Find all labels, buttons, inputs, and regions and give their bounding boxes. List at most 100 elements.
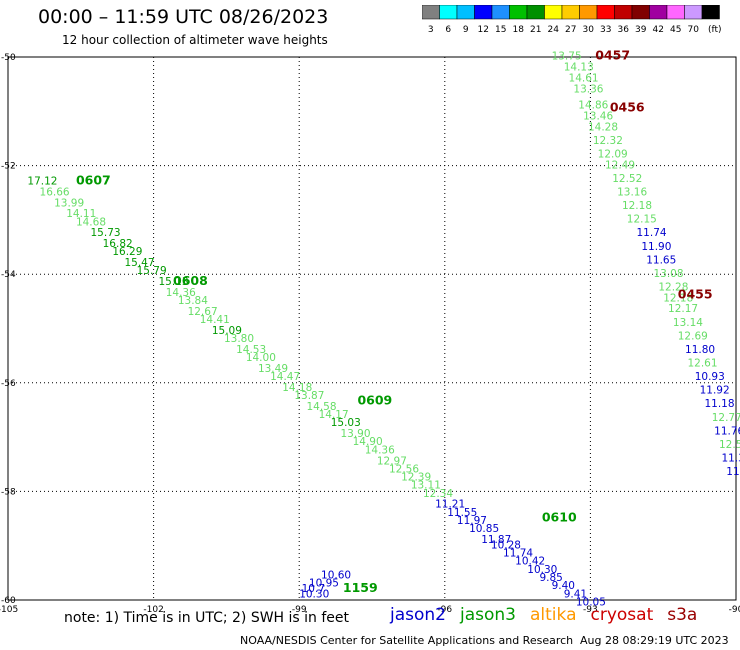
- wave-height-value: 10.30: [299, 588, 329, 600]
- wave-height-value: 12.49: [605, 159, 635, 171]
- wave-height-value: 13.46: [583, 110, 613, 122]
- color-scale-label: 3: [428, 25, 434, 35]
- pass-time-label: 0456: [610, 99, 645, 114]
- generation-timestamp: Aug 28 08:29:19 UTC 2023: [580, 634, 729, 647]
- wave-height-value: 16.29: [112, 246, 142, 258]
- wave-height-value: 10.30: [527, 564, 557, 576]
- wave-height-value: 13.80: [224, 333, 254, 345]
- wave-height-value: 17.12: [27, 176, 57, 188]
- wave-height-value: 12.28: [658, 281, 688, 293]
- wave-height-value: 11.74: [503, 548, 533, 560]
- pass-time-label: 0608: [173, 273, 208, 288]
- color-scale-label: 70: [688, 25, 700, 35]
- wave-height-value: 14.28: [588, 121, 618, 133]
- latitude-label: -54: [1, 270, 16, 280]
- color-scale-label: 18: [513, 25, 525, 35]
- footnote: note: 1) Time is in UTC; 2) SWH is in fe…: [64, 610, 350, 626]
- satellite-legend: jason2 jason3 altika cryosat s3a: [390, 605, 711, 625]
- pass-time-label: 0609: [357, 393, 392, 408]
- wave-height-value: 14.36: [166, 287, 196, 299]
- wave-height-value: 10.95: [309, 577, 339, 589]
- wave-height-value: 14.00: [246, 352, 276, 364]
- page-subtitle: 12 hour collection of altimeter wave hei…: [62, 33, 328, 47]
- wave-height-value: 11.87: [481, 534, 511, 546]
- wave-height-value: 11.76: [714, 425, 740, 437]
- wave-height-value: 11.18: [704, 398, 734, 410]
- wave-height-value: 10.42: [515, 556, 545, 568]
- longitude-label: -93: [583, 605, 598, 615]
- wave-height-value: 9.41: [564, 588, 587, 600]
- wave-height-value: 13.90: [340, 428, 370, 440]
- wave-height-value: 14.13: [564, 62, 594, 74]
- wave-height-value: 13.11: [411, 480, 441, 492]
- wave-height-value: 12.56: [389, 463, 419, 475]
- wave-height-value: 14.11: [66, 208, 96, 220]
- wave-height-value: 13.08: [653, 268, 683, 280]
- wave-height-value: 14.61: [569, 72, 599, 84]
- wave-height-value: 12.61: [687, 358, 717, 370]
- wave-height-value: 13.99: [54, 197, 84, 209]
- wave-height-value: 12.97: [377, 455, 407, 467]
- color-scale-label: 9: [463, 25, 469, 35]
- color-scale-label: 6: [445, 25, 451, 35]
- wave-height-value: 15.13: [158, 276, 188, 288]
- wave-height-value: 9.85: [539, 572, 562, 584]
- wave-height-value: 11.74: [637, 227, 667, 239]
- wave-height-value: 11.3: [721, 453, 740, 465]
- wave-height-value: 12.15: [627, 214, 657, 226]
- wave-height-value: 14.18: [282, 382, 312, 394]
- wave-height-value: 14.17: [319, 409, 349, 421]
- wave-height-value: 12.18: [663, 292, 693, 304]
- pass-time-label: 0457: [595, 48, 630, 63]
- wave-height-value: 9.40: [552, 580, 575, 592]
- longitude-label: -99: [292, 605, 307, 615]
- wave-height-value: 13.75: [552, 51, 582, 63]
- wave-height-value: 14.53: [236, 344, 266, 356]
- wave-height-value: 15.09: [212, 325, 242, 337]
- color-scale-label: 12: [478, 25, 489, 35]
- color-scale-label: 36: [618, 25, 630, 35]
- latitude-label: -50: [1, 53, 16, 63]
- wave-height-value: 10.85: [469, 523, 499, 535]
- wave-height-value: 15.47: [124, 257, 154, 269]
- wave-height-value: 16.66: [40, 186, 70, 198]
- wave-height-value: 10.60: [321, 569, 351, 581]
- wave-height-value: 12.17: [668, 303, 698, 315]
- wave-height-value: 13.36: [573, 83, 603, 95]
- wave-height-value: 15.79: [137, 265, 167, 277]
- pass-time-label: 0607: [76, 173, 111, 188]
- wave-height-value: 14.90: [353, 436, 383, 448]
- wave-height-value: 12.32: [593, 135, 623, 147]
- satellite-legend-item: s3a: [667, 605, 698, 625]
- wave-height-value: 14.68: [76, 216, 106, 228]
- longitude-label: -90: [729, 605, 740, 615]
- wave-height-value: 13.16: [617, 186, 647, 198]
- wave-height-value: 14.41: [200, 314, 230, 326]
- longitude-label: -105: [0, 605, 18, 615]
- wave-height-value: 12.67: [188, 306, 218, 318]
- wave-height-value: 11.21: [435, 499, 465, 511]
- pass-time-label: 0455: [678, 287, 713, 302]
- pass-time-label: 0610: [542, 509, 577, 524]
- color-scale-label: 45: [670, 25, 681, 35]
- color-swatch: [701, 5, 720, 20]
- page-title: 00:00 – 11:59 UTC 08/26/2023: [38, 6, 329, 28]
- map-frame: [7, 56, 737, 601]
- wave-height-value: 13.49: [258, 363, 288, 375]
- wave-height-value: 10.7: [302, 583, 325, 595]
- satellite-legend-item: jason3: [460, 605, 516, 625]
- wave-height-value: 11.92: [700, 385, 730, 397]
- wave-height-value: 13.84: [178, 295, 208, 307]
- color-scale-label: 15: [495, 25, 506, 35]
- wave-height-value: 16.82: [103, 238, 133, 250]
- color-scale-legend: 3 6 9 12 15 18 21 24 27 30 33 36 39 42 45 70 (ft): [422, 5, 722, 35]
- wave-height-value: 10.28: [491, 539, 521, 551]
- wave-height-value: 10.93: [695, 371, 725, 383]
- color-scale-label: 27: [565, 25, 576, 35]
- wave-height-value: 14.47: [270, 371, 300, 383]
- wave-height-value: 13.14: [673, 317, 703, 329]
- wave-height-value: 13.87: [294, 390, 324, 402]
- satellite-legend-item: cryosat: [590, 605, 654, 625]
- color-scale-label: 42: [653, 25, 664, 35]
